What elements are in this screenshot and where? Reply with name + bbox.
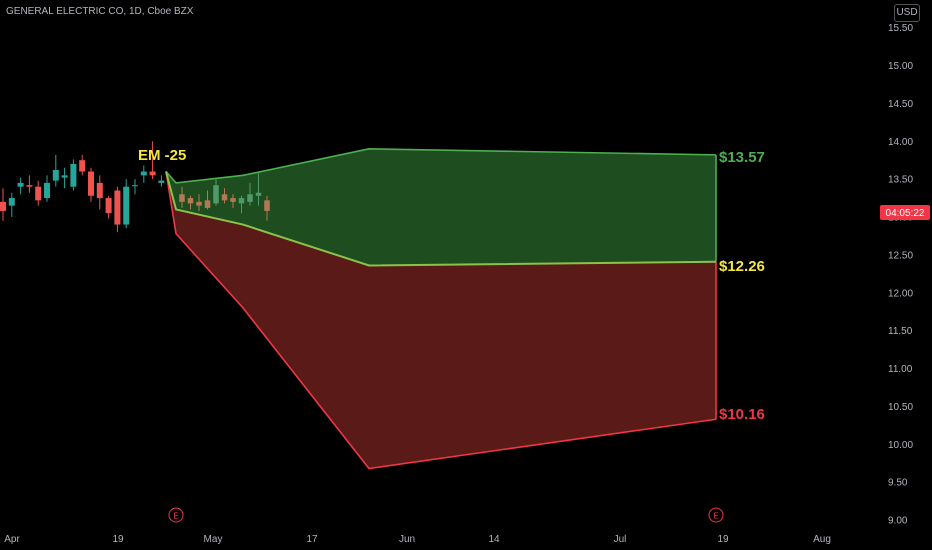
candle-body [35,186,42,201]
candle-body [123,186,130,225]
candle-body [44,182,50,199]
current-price-tag: 04:05:22 [880,205,930,220]
candle-body [221,194,228,201]
currency-button[interactable]: USD [894,4,920,22]
y-tick-label: 9.00 [888,516,908,527]
x-tick-label: Jul [614,534,627,545]
candle-body [140,171,147,176]
price-axis: 15.5015.0014.5014.0013.5013.0012.5012.00… [888,23,913,526]
lower-band-label: $10.16 [719,406,765,423]
x-tick-label: 19 [717,534,729,545]
upper-band-line [165,148,717,184]
candle-body [230,198,236,202]
candle-body [61,175,68,178]
expected-move-bands [165,148,717,470]
candle-body [255,192,262,196]
candle-body [96,182,103,199]
candle-body [79,160,86,172]
y-tick-label: 15.00 [888,61,913,72]
em-label: EM -25 [138,147,186,164]
candle-body [0,201,6,211]
candle-body [88,171,94,196]
y-tick-label: 12.50 [888,250,913,261]
y-tick-label: 12.00 [888,288,913,299]
candle-body [52,170,59,181]
y-tick-label: 13.50 [888,175,913,186]
time-axis: Apr 19 May 17 Jun 14 Jul 19 Aug [4,534,831,545]
x-tick-label: 19 [112,534,124,545]
candle-body [179,194,185,202]
earnings-marker-1[interactable]: E [168,507,184,523]
candle-body [132,185,138,187]
candle-body [187,198,194,204]
current-price-tag-text: 04:05:22 [886,208,925,219]
y-tick-label: 11.50 [888,326,913,337]
x-tick-label: Jun [399,534,415,545]
upper-range-area [166,148,716,266]
candle-body [149,171,156,176]
candle-body [17,182,24,187]
y-tick-label: 10.00 [888,440,913,451]
y-tick-label: 14.50 [888,99,913,110]
candle-body [158,180,165,183]
x-tick-label: May [204,534,223,545]
candle-body [213,185,219,204]
candle-body [196,201,202,206]
upper-band-label: $13.57 [719,149,765,166]
candle-body [204,200,211,208]
x-tick-label: Aug [813,534,831,545]
candle-body [114,190,121,225]
candle-body [105,198,112,214]
earnings-marker-2[interactable]: E [708,507,724,523]
chart-title: GENERAL ELECTRIC CO, 1D, Cboe BZX [6,6,194,17]
middle-band-line [165,171,717,267]
x-tick-label: Apr [4,534,20,545]
y-tick-label: 14.00 [888,137,913,148]
middle-band-label: $12.26 [719,258,765,275]
x-tick-label: 17 [306,534,318,545]
y-tick-label: 10.50 [888,402,913,413]
lower-band-line [165,171,717,470]
x-tick-label: 14 [488,534,500,545]
lower-range-area [166,171,716,469]
y-tick-label: 15.50 [888,23,913,34]
earnings-marker-2-text: E [713,512,718,521]
candle-body [70,163,77,187]
candle-body [26,185,33,187]
candle-body [238,198,245,204]
candle-body [8,198,15,206]
y-tick-label: 9.50 [888,478,908,489]
candlesticks [0,141,270,233]
earnings-marker-1-text: E [173,512,178,521]
candle-body [264,200,270,211]
candle-body [247,194,253,202]
y-tick-label: 11.00 [888,364,913,375]
